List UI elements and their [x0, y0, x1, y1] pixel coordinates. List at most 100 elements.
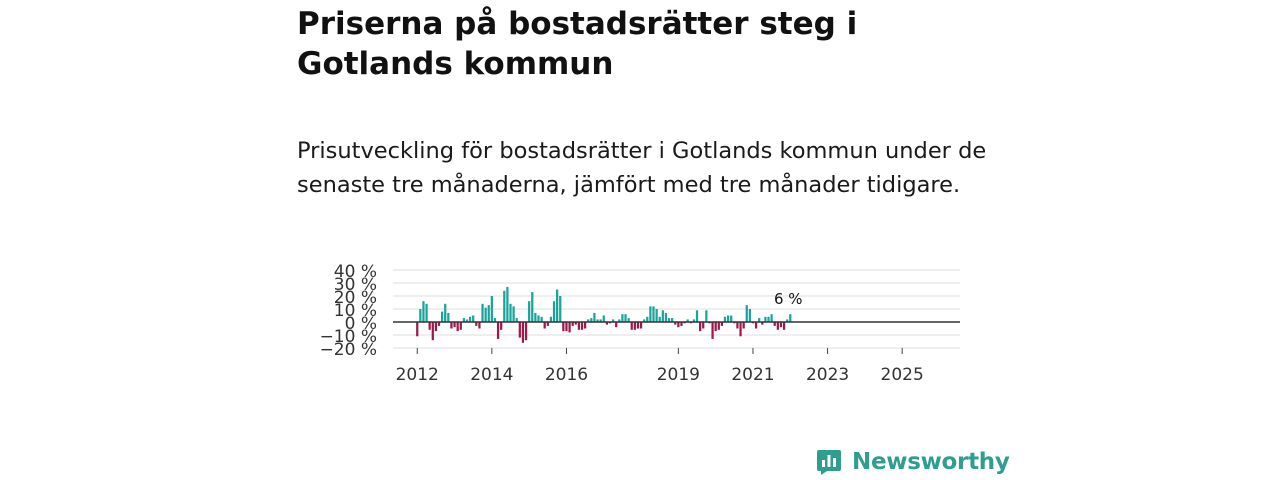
bar — [565, 322, 568, 332]
bar — [652, 306, 655, 322]
bar — [643, 319, 646, 322]
bar — [528, 301, 531, 322]
bar — [559, 296, 562, 322]
bar — [611, 319, 615, 322]
x-tick-label: 2023 — [806, 365, 849, 385]
bar — [515, 318, 518, 322]
bar — [453, 322, 456, 328]
bar — [537, 315, 540, 322]
chart-title: Priserna på bostadsrätter steg i Gotland… — [297, 6, 858, 82]
bar — [444, 303, 447, 322]
bar — [583, 322, 587, 329]
bar — [723, 316, 727, 322]
bar — [518, 322, 521, 338]
bar — [587, 319, 590, 322]
bar — [720, 322, 724, 326]
bar — [667, 318, 671, 322]
bar — [422, 301, 425, 322]
bar — [646, 316, 649, 322]
bar — [465, 319, 469, 322]
grid-lines — [393, 269, 960, 349]
bar — [509, 303, 512, 322]
y-tick-label: 30 % — [334, 275, 377, 295]
bar — [437, 322, 441, 326]
bar — [574, 322, 577, 325]
bar — [736, 322, 739, 329]
bar — [761, 322, 764, 325]
x-tick-label: 2016 — [545, 365, 588, 385]
bar — [593, 312, 596, 322]
x-tick-label: 2019 — [657, 365, 700, 385]
bar-chart-speech-bubble-icon — [817, 450, 841, 475]
bar — [475, 322, 478, 326]
bar — [661, 310, 664, 322]
bar — [434, 322, 438, 332]
bar — [618, 319, 621, 322]
bar — [543, 322, 546, 329]
bar — [496, 322, 500, 339]
y-tick-label: −20 % — [320, 340, 377, 360]
bar — [711, 322, 714, 339]
bar — [779, 322, 783, 328]
bar — [786, 319, 789, 322]
bar — [521, 322, 525, 343]
bar — [531, 292, 534, 322]
bar — [621, 314, 624, 322]
bar — [481, 303, 484, 322]
bar — [568, 322, 571, 333]
bar — [468, 316, 472, 322]
bar — [450, 322, 453, 329]
bar — [726, 315, 730, 322]
bar — [627, 318, 630, 322]
bar — [552, 301, 556, 322]
bar — [419, 309, 422, 322]
brand-name: Newsworthy — [852, 449, 1010, 475]
bar — [671, 318, 674, 322]
bar — [680, 322, 683, 326]
y-tick-label: 40 % — [334, 262, 377, 282]
bar — [782, 322, 786, 330]
bar — [702, 322, 705, 329]
bar — [748, 309, 751, 322]
bar — [462, 318, 465, 322]
bar — [655, 309, 658, 322]
bar — [562, 322, 565, 332]
x-tick-label: 2014 — [470, 365, 513, 385]
bar — [484, 307, 487, 322]
bar — [428, 322, 431, 330]
bar — [695, 310, 699, 322]
bar — [425, 303, 428, 322]
last-value-label: 6 % — [774, 290, 803, 308]
bar — [636, 322, 640, 329]
bar — [506, 286, 509, 322]
bar — [776, 322, 779, 330]
bar — [649, 306, 652, 322]
bar — [764, 316, 767, 322]
tick-labels: −20 %−10 %0 %10 %20 %30 %40 % 2012 2014 201… — [320, 262, 924, 385]
chart-subtitle: Prisutveckling för bostadsrätter i Gotla… — [297, 138, 987, 198]
bar — [602, 315, 605, 322]
bar — [754, 322, 758, 329]
bar — [770, 314, 773, 322]
bar — [580, 322, 584, 330]
x-tick-label: 2021 — [731, 365, 774, 385]
bar — [633, 322, 636, 330]
bar — [447, 312, 450, 322]
bar — [624, 314, 627, 322]
bar — [590, 318, 593, 322]
bar — [658, 316, 661, 322]
bar — [512, 306, 515, 322]
bar — [767, 316, 770, 322]
bar — [692, 319, 696, 322]
bar — [472, 315, 475, 322]
bar — [705, 310, 708, 322]
bar — [773, 322, 776, 326]
bar — [714, 322, 717, 332]
y-tick-label: −10 % — [320, 327, 377, 347]
y-tick-label: 20 % — [334, 288, 377, 308]
bar — [540, 316, 543, 322]
bar — [459, 322, 462, 330]
bar — [524, 322, 528, 341]
axes — [393, 321, 960, 354]
